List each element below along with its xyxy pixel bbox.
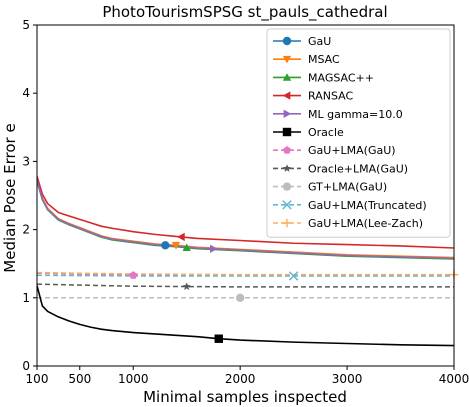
y-tick-label: 4 xyxy=(22,86,30,100)
legend-label: GaU xyxy=(308,35,331,48)
plot-frame xyxy=(36,24,455,367)
y-tick-label: 2 xyxy=(22,223,30,237)
x-tick-label: 1000 xyxy=(118,372,149,386)
plot-markers xyxy=(129,232,459,343)
legend-label: MAGSAC++ xyxy=(308,71,374,84)
legend-item-ml-gamma-10-0: ML gamma=10.0 xyxy=(273,108,403,121)
legend-item-gau: GaU xyxy=(273,35,331,48)
series-marker-ml-gamma-10-0 xyxy=(210,244,218,253)
series-line-gau-lma-lee-zach xyxy=(37,271,454,276)
legend-swatch-marker xyxy=(282,91,291,100)
legend-item-gau-lma-lee-zach: GaU+LMA(Lee-Zach) xyxy=(273,217,423,230)
legend-item-gt-lma-gau: GT+LMA(GaU) xyxy=(273,181,387,194)
legend-item-magsac: MAGSAC++ xyxy=(273,71,374,84)
legend-swatch-marker xyxy=(283,109,292,118)
legend-label: GT+LMA(GaU) xyxy=(308,181,387,194)
series-line-oracle xyxy=(37,285,454,347)
x-tick-label: 3000 xyxy=(332,372,363,386)
legend-swatch-marker xyxy=(282,55,292,64)
series-line-ransac xyxy=(37,176,454,249)
series-marker-gau xyxy=(161,241,170,250)
legend-label: Oracle+LMA(GaU) xyxy=(308,162,408,175)
series-marker-magsac xyxy=(182,243,191,252)
legend-swatch-marker xyxy=(282,182,292,191)
series-marker-gau-lma-truncated xyxy=(288,271,299,281)
plot-lines xyxy=(37,176,454,347)
legend-box xyxy=(266,28,451,238)
legend-item-gau-lma-gau: GaU+LMA(GaU) xyxy=(273,144,396,157)
y-axis-label: Median Pose Error e xyxy=(1,123,19,272)
series-line-oracle-lma-gau xyxy=(37,283,454,288)
legend-label: Oracle xyxy=(308,126,344,139)
legend-swatch-marker xyxy=(282,200,292,210)
series-marker-oracle-lma-gau xyxy=(182,282,191,290)
legend-item-ransac: RANSAC xyxy=(273,90,353,103)
legend-item-oracle: Oracle xyxy=(273,126,344,139)
x-tick-label: 2000 xyxy=(225,372,256,386)
x-axis-label: Minimal samples inspected xyxy=(143,388,347,406)
legend-swatch-marker xyxy=(282,218,292,228)
x-tick-label: 4000 xyxy=(439,372,469,386)
legend-item-msac: MSAC xyxy=(273,53,340,66)
series-line-ml-gamma-10-0 xyxy=(37,180,454,260)
legend-swatch-marker xyxy=(282,73,292,81)
legend-label: GaU+LMA(Lee-Zach) xyxy=(308,217,423,230)
series-marker-oracle xyxy=(214,334,223,343)
series-line-gau-lma-truncated xyxy=(37,274,454,277)
y-tick-label: 3 xyxy=(22,154,30,168)
y-tick-label: 5 xyxy=(22,18,30,32)
series-marker-gt-lma-gau xyxy=(235,293,245,302)
legend-label: GaU+LMA(Truncated) xyxy=(308,199,427,212)
x-axis-ticks: 100 500 1000 2000 3000 4000 xyxy=(26,366,469,386)
y-tick-label: 1 xyxy=(22,291,30,305)
legend-label: MSAC xyxy=(308,53,340,66)
series-marker-gau-lma-gau xyxy=(129,271,138,279)
y-axis-ticks: 0 1 2 3 4 5 xyxy=(22,18,37,373)
legend: GaU MSAC MAGSAC++ RANSAC ML gamma=10.0 Oracle… xyxy=(266,28,451,238)
legend-swatch-marker xyxy=(283,146,291,154)
legend-label: GaU+LMA(GaU) xyxy=(308,144,396,157)
x-tick-label: 100 xyxy=(26,372,49,386)
series-marker-msac xyxy=(171,241,181,250)
legend-swatch-marker xyxy=(282,127,292,137)
chart-title: PhotoTourismSPSG st_pauls_cathedral xyxy=(102,3,387,22)
legend-label: ML gamma=10.0 xyxy=(308,108,403,121)
legend-swatch-marker xyxy=(282,36,292,46)
legend-swatch-marker xyxy=(283,164,291,172)
legend-item-gau-lma-truncated: GaU+LMA(Truncated) xyxy=(273,199,427,212)
series-marker-ransac xyxy=(177,232,185,242)
legend-item-oracle-lma-gau: Oracle+LMA(GaU) xyxy=(273,162,408,175)
y-tick-label: 0 xyxy=(22,359,30,373)
legend-label: RANSAC xyxy=(308,90,353,103)
x-tick-label: 500 xyxy=(68,372,91,386)
